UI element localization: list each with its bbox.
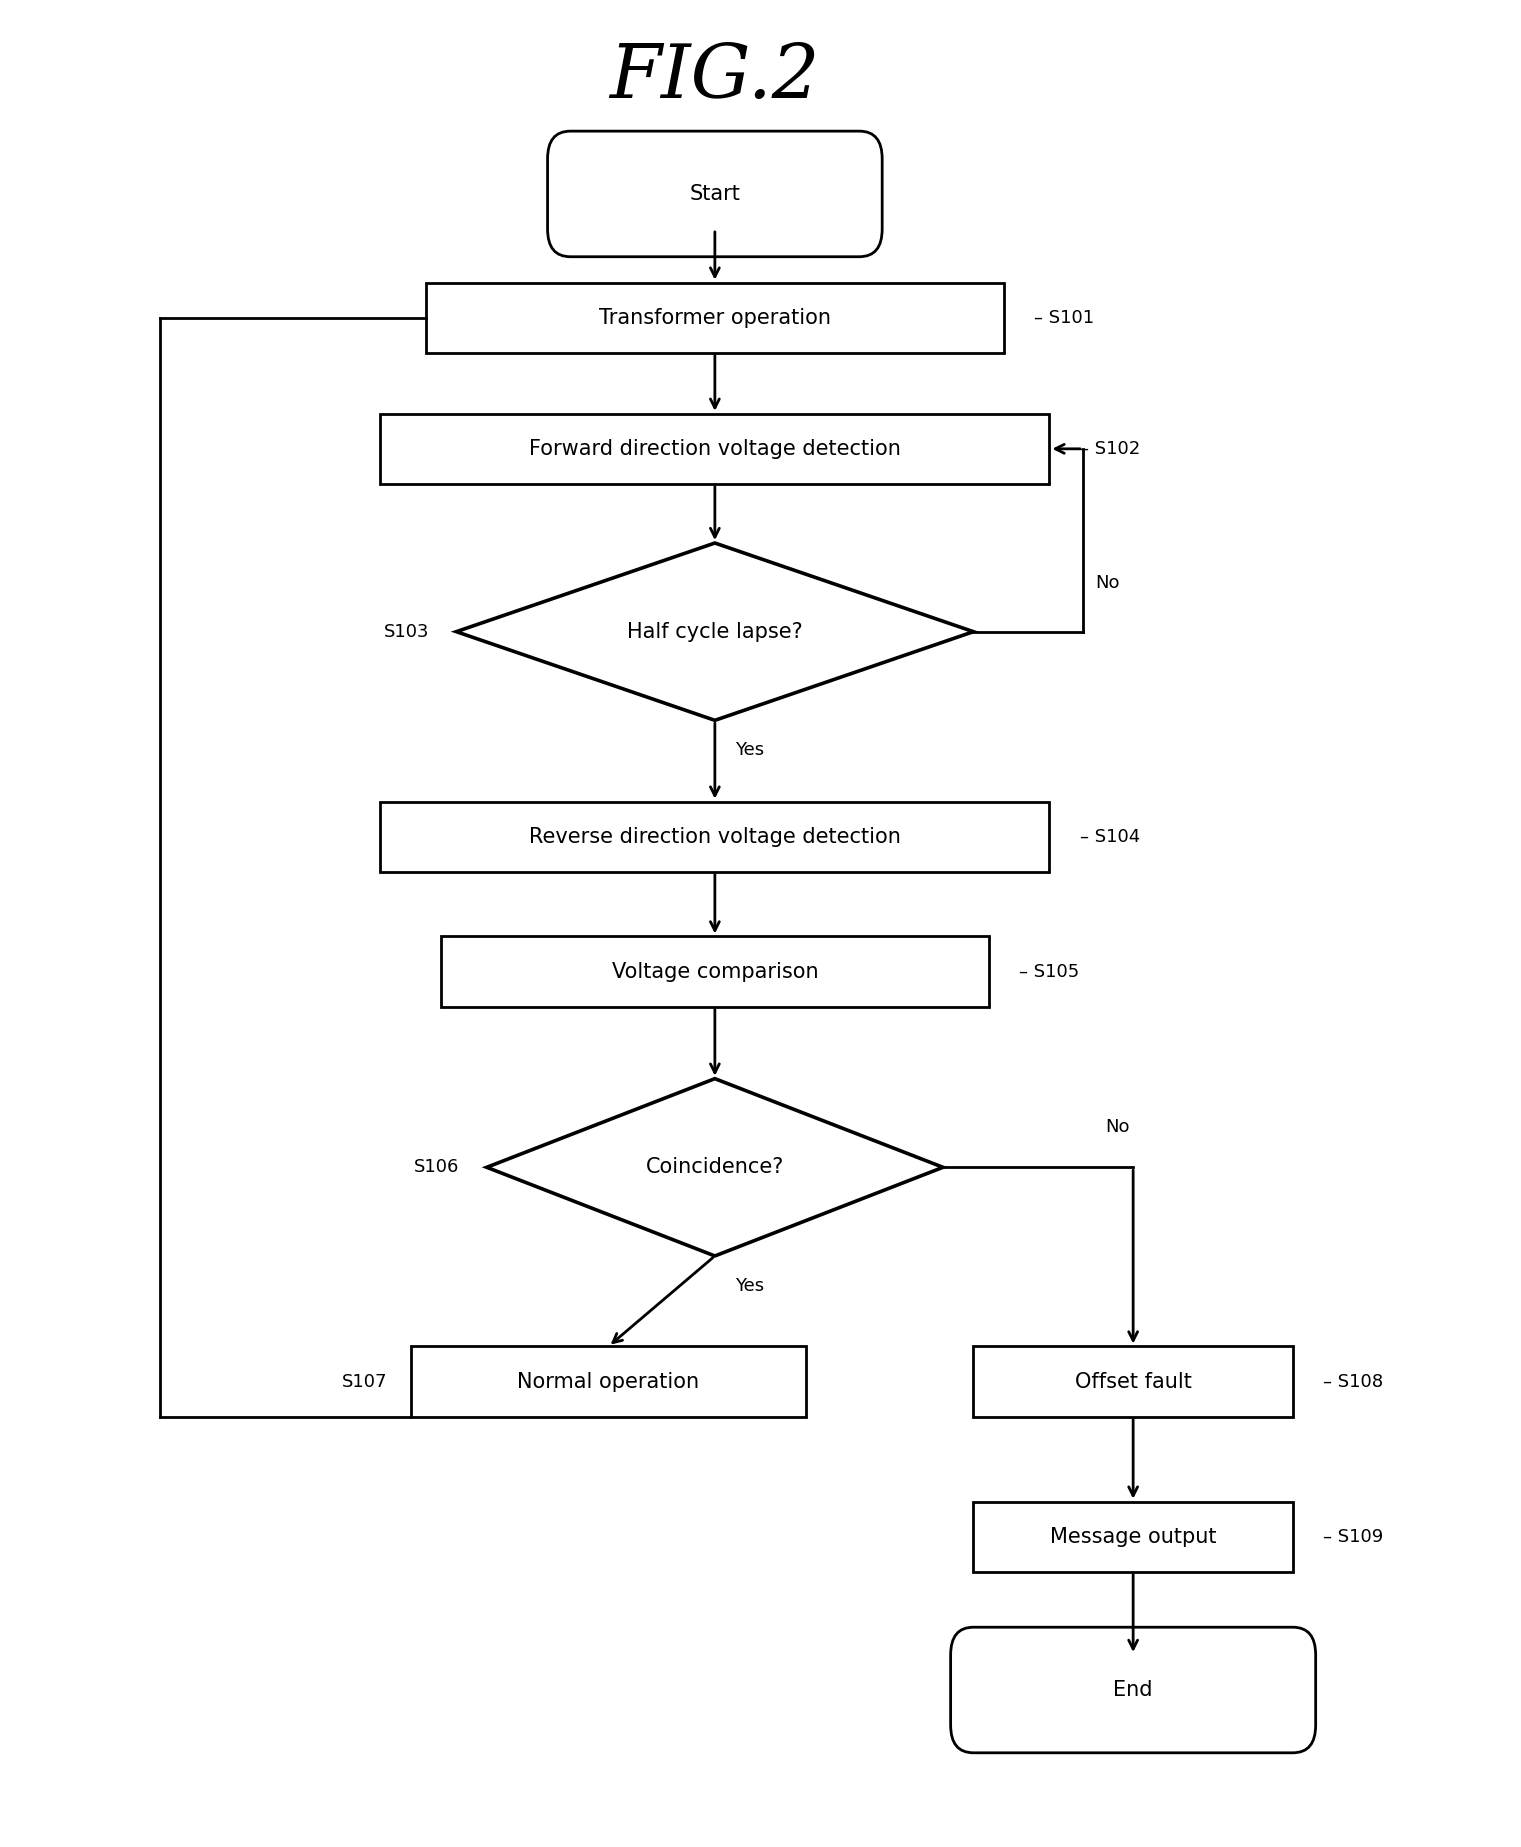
Bar	[973, 1502, 1293, 1572]
Text: Coincidence?: Coincidence?	[646, 1158, 783, 1177]
Bar	[380, 802, 1049, 872]
Text: S106: S106	[414, 1158, 459, 1177]
Polygon shape	[456, 543, 973, 720]
Text: – S105: – S105	[1019, 962, 1080, 981]
Text: Forward direction voltage detection: Forward direction voltage detection	[529, 440, 900, 458]
Text: S107: S107	[342, 1372, 388, 1391]
Text: – S101: – S101	[1034, 308, 1095, 327]
FancyBboxPatch shape	[548, 131, 882, 257]
Bar	[426, 283, 1004, 353]
Text: Offset fault: Offset fault	[1075, 1372, 1191, 1391]
Text: – S108: – S108	[1323, 1372, 1384, 1391]
Text: S103: S103	[383, 622, 429, 641]
Bar	[411, 1346, 806, 1417]
Polygon shape	[487, 1079, 943, 1256]
Text: Yes: Yes	[735, 1276, 764, 1295]
Text: No: No	[1106, 1117, 1130, 1136]
Text: Start: Start	[689, 185, 741, 203]
Bar	[441, 936, 989, 1007]
Text: Reverse direction voltage detection: Reverse direction voltage detection	[529, 827, 900, 846]
Bar	[380, 414, 1049, 484]
Text: FIG.2: FIG.2	[610, 41, 820, 115]
Text: – S104: – S104	[1080, 827, 1141, 846]
Bar	[973, 1346, 1293, 1417]
Text: Yes: Yes	[735, 741, 764, 759]
FancyBboxPatch shape	[951, 1627, 1316, 1753]
Text: – S109: – S109	[1323, 1527, 1384, 1546]
Text: No: No	[1095, 574, 1119, 591]
Text: Message output: Message output	[1049, 1527, 1217, 1546]
Text: Transformer operation: Transformer operation	[599, 308, 830, 327]
Text: Half cycle lapse?: Half cycle lapse?	[627, 622, 803, 641]
Text: Normal operation: Normal operation	[517, 1372, 700, 1391]
Text: End: End	[1113, 1681, 1153, 1699]
Text: Voltage comparison: Voltage comparison	[611, 962, 818, 981]
Text: – S102: – S102	[1080, 440, 1141, 458]
